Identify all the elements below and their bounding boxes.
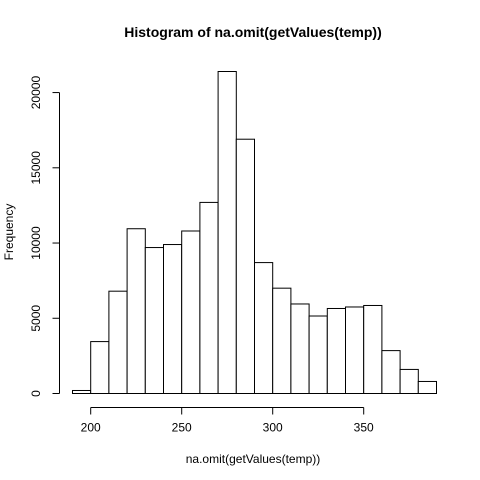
histogram-bar (417, 380, 437, 394)
histogram-bar (345, 306, 365, 395)
x-axis-label: na.omit(getValues(temp)) (186, 452, 321, 466)
x-axis: 200 250 300 350 (81, 407, 374, 435)
histogram-bar (290, 303, 310, 394)
x-tick-label: 250 (172, 421, 192, 435)
histogram-bar (126, 228, 146, 394)
histogram-bar (381, 350, 401, 394)
histogram-bar (163, 244, 183, 394)
y-tick-label: 5000 (29, 305, 43, 332)
histogram-bar (399, 368, 419, 394)
histogram-bar (254, 262, 274, 394)
y-axis-label: Frequency (2, 204, 16, 261)
histogram-bar (144, 247, 165, 394)
histogram-bar (272, 287, 292, 394)
chart-title: Histogram of na.omit(getValues(temp)) (124, 24, 381, 40)
y-tick-label: 10000 (29, 226, 43, 260)
histogram-bar (199, 201, 219, 394)
x-tick-label: 300 (263, 421, 283, 435)
histogram-bar (108, 290, 128, 395)
x-tick-label: 200 (81, 421, 101, 435)
histogram-bar (326, 307, 346, 395)
histogram-bar (308, 315, 328, 394)
bars-group (72, 71, 437, 395)
histogram-bar (217, 71, 237, 394)
histogram-bar (90, 341, 110, 394)
histogram-bar (72, 389, 92, 395)
x-tick-label: 350 (354, 421, 374, 435)
y-axis: 0 5000 10000 15000 20000 (29, 76, 60, 397)
histogram-bar (363, 304, 383, 394)
histogram-bar (181, 230, 201, 394)
y-tick-label: 15000 (29, 151, 43, 185)
y-tick-label: 20000 (29, 76, 43, 110)
histogram-bar (235, 138, 256, 394)
y-tick-label: 0 (29, 390, 43, 397)
